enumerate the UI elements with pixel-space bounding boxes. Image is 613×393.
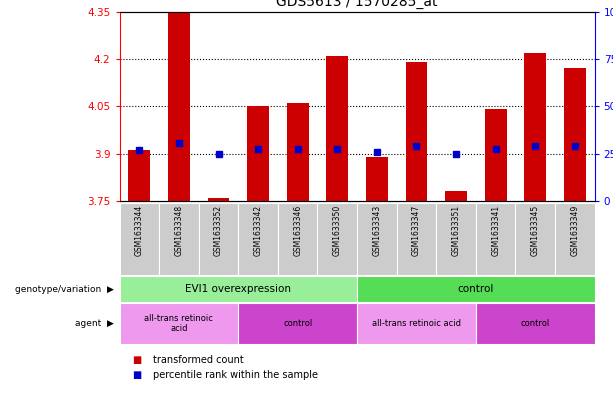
Bar [436, 203, 476, 275]
Text: GSM1633352: GSM1633352 [214, 205, 223, 256]
Text: GSM1633341: GSM1633341 [491, 205, 500, 256]
Bar [318, 203, 357, 275]
Text: GSM1633342: GSM1633342 [254, 205, 262, 256]
Title: GDS5613 / 1570285_at: GDS5613 / 1570285_at [276, 0, 438, 9]
Text: EVI1 overexpression: EVI1 overexpression [185, 284, 291, 294]
Bar [476, 303, 595, 344]
Bar [208, 198, 229, 201]
Text: GSM1633343: GSM1633343 [372, 205, 381, 256]
Text: GSM1633349: GSM1633349 [570, 205, 579, 256]
Bar [366, 157, 388, 201]
Text: agent  ▶: agent ▶ [75, 319, 113, 328]
Text: GSM1633351: GSM1633351 [452, 205, 460, 256]
Bar [564, 68, 585, 201]
Text: GSM1633346: GSM1633346 [293, 205, 302, 256]
Bar [445, 191, 467, 201]
Bar [476, 203, 516, 275]
Bar [357, 303, 476, 344]
Bar [238, 303, 357, 344]
Text: control: control [520, 319, 550, 328]
Text: ■: ■ [132, 370, 141, 380]
Bar [357, 276, 595, 302]
Text: control: control [283, 319, 312, 328]
Bar [326, 56, 348, 201]
Bar [120, 276, 357, 302]
Text: percentile rank within the sample: percentile rank within the sample [153, 370, 318, 380]
Bar [238, 203, 278, 275]
Text: genotype/variation  ▶: genotype/variation ▶ [15, 285, 113, 294]
Text: control: control [458, 284, 494, 294]
Bar [120, 303, 238, 344]
Bar [129, 151, 150, 201]
Bar [278, 203, 318, 275]
Bar [159, 203, 199, 275]
Bar [247, 106, 269, 201]
Text: GSM1633347: GSM1633347 [412, 205, 421, 256]
Bar [406, 62, 427, 201]
Text: transformed count: transformed count [153, 354, 244, 365]
Bar [199, 203, 238, 275]
Bar [516, 203, 555, 275]
Text: GSM1633345: GSM1633345 [531, 205, 539, 256]
Bar [485, 110, 506, 201]
Text: GSM1633348: GSM1633348 [175, 205, 183, 256]
Bar [397, 203, 436, 275]
Bar [555, 203, 595, 275]
Text: all-trans retinoic
acid: all-trans retinoic acid [145, 314, 213, 333]
Text: ■: ■ [132, 354, 141, 365]
Bar [120, 203, 159, 275]
Bar [524, 53, 546, 201]
Text: GSM1633350: GSM1633350 [333, 205, 342, 256]
Bar [287, 103, 308, 201]
Bar [168, 12, 190, 201]
Text: all-trans retinoic acid: all-trans retinoic acid [372, 319, 461, 328]
Text: GSM1633344: GSM1633344 [135, 205, 144, 256]
Bar [357, 203, 397, 275]
